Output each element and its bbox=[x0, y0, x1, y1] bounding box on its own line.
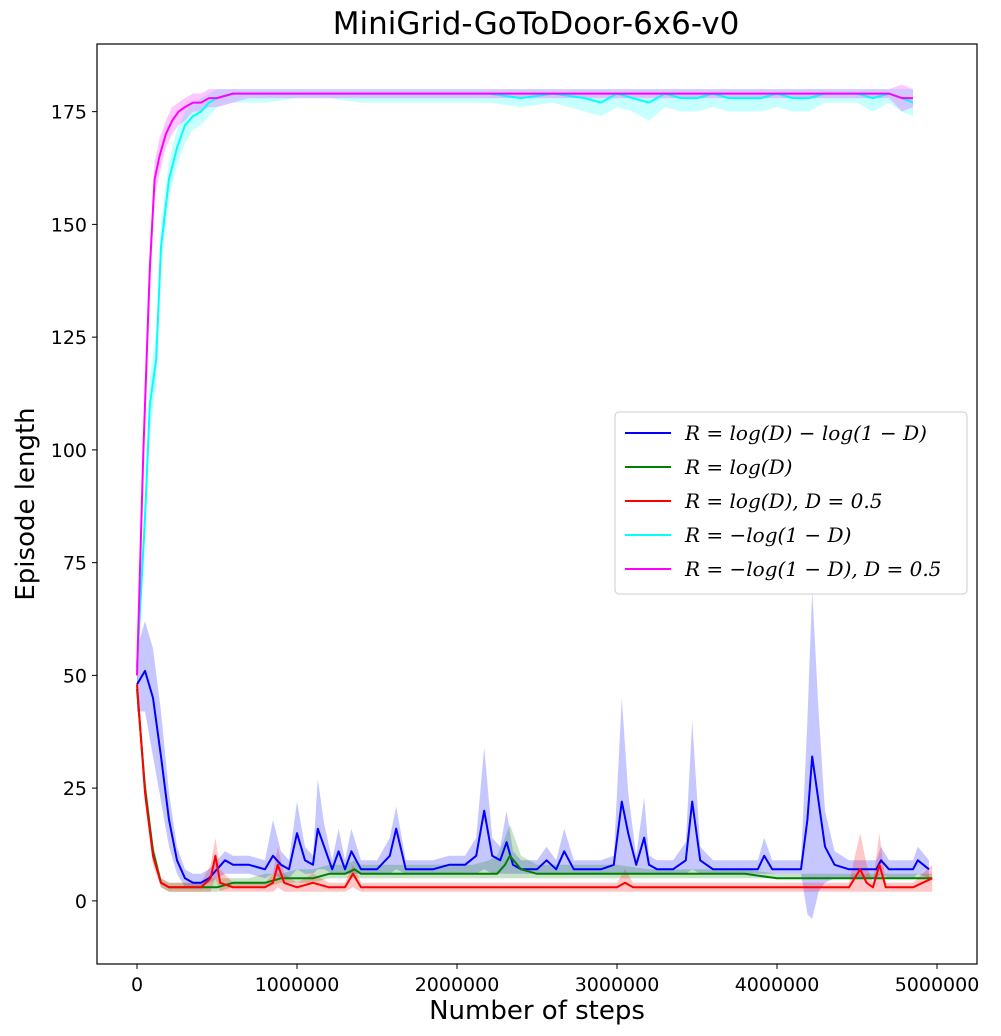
legend-label: R = −log(1 − D) bbox=[684, 523, 851, 547]
y-tick-label: 25 bbox=[63, 778, 87, 800]
series-lines bbox=[136, 92, 933, 889]
line-r-log-d-d-0-5 bbox=[136, 684, 933, 889]
y-tick-label: 75 bbox=[63, 553, 87, 575]
x-tick-label: 2000000 bbox=[415, 974, 500, 996]
y-tick-label: 50 bbox=[63, 665, 87, 687]
legend-label: R = log(D) bbox=[684, 455, 792, 479]
y-axis-label: Episode length bbox=[11, 407, 41, 600]
line-r-log-d-log-1-d bbox=[136, 669, 930, 884]
x-axis: 0 1000000 2000000 3000000 4000000 5000000 bbox=[131, 964, 979, 996]
x-tick-label: 1000000 bbox=[255, 974, 340, 996]
y-tick-label: 175 bbox=[51, 102, 87, 124]
line-r-log-1-d-d-0-5 bbox=[136, 92, 913, 676]
x-tick-label: 5000000 bbox=[895, 974, 980, 996]
x-tick-label: 3000000 bbox=[575, 974, 660, 996]
plot-frame bbox=[96, 43, 978, 965]
x-axis-label: Number of steps bbox=[429, 996, 645, 1026]
line-r-log-d bbox=[136, 688, 933, 889]
chart-title: MiniGrid-GoToDoor-6x6-v0 bbox=[333, 6, 740, 42]
legend: R = log(D) − log(1 − D) R = log(D) R = log… bbox=[614, 411, 968, 595]
x-tick-label: 0 bbox=[131, 974, 143, 996]
legend-label: R = log(D), D = 0.5 bbox=[684, 489, 882, 513]
legend-box bbox=[614, 411, 968, 595]
y-axis: 0 25 50 75 100 125 150 175 bbox=[51, 102, 97, 913]
line-r-log-1-d bbox=[136, 92, 914, 667]
y-tick-label: 125 bbox=[51, 327, 87, 349]
x-tick-label: 4000000 bbox=[735, 974, 820, 996]
legend-label: R = log(D) − log(1 − D) bbox=[684, 421, 927, 445]
legend-label: R = −log(1 − D), D = 0.5 bbox=[684, 557, 941, 581]
y-tick-label: 100 bbox=[51, 440, 87, 462]
y-tick-label: 0 bbox=[75, 891, 87, 913]
y-tick-label: 150 bbox=[51, 214, 87, 236]
